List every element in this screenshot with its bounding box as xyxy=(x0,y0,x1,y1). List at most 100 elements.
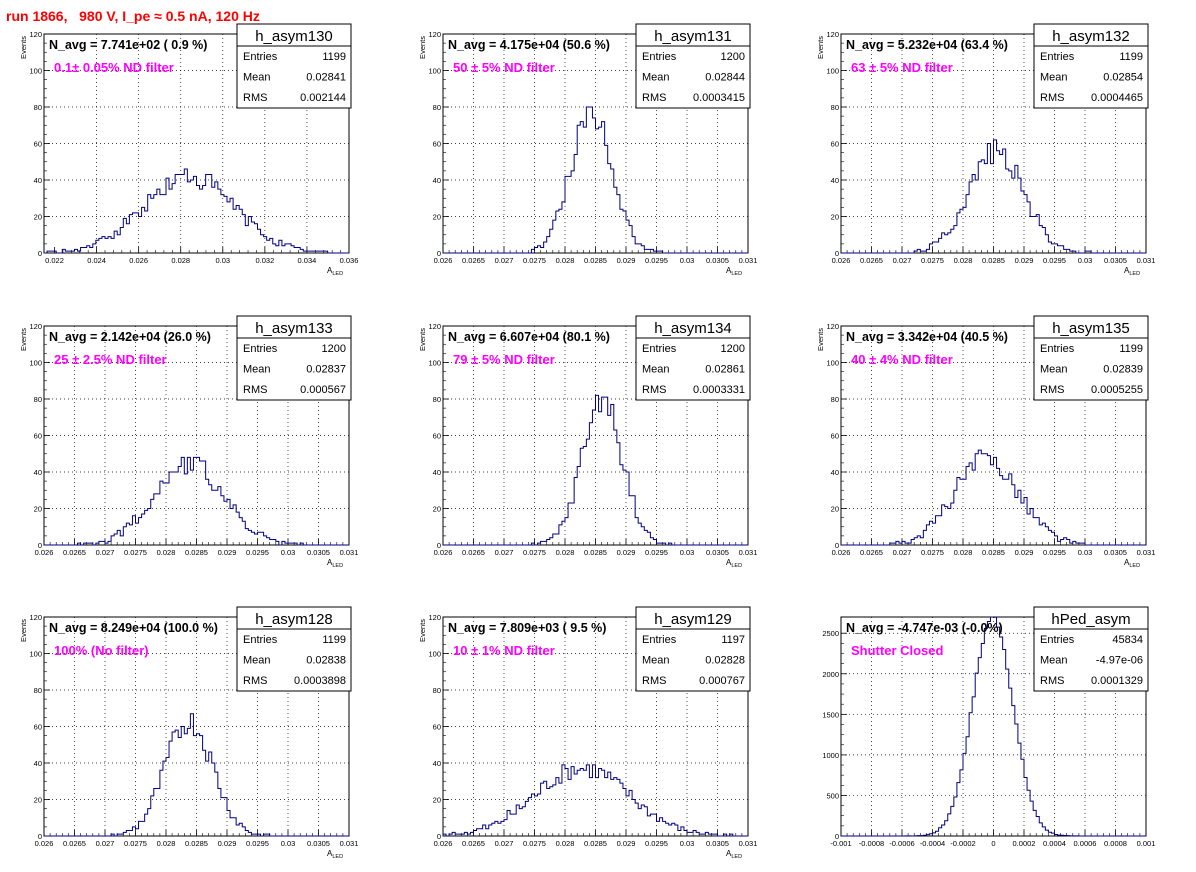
x-tick-label: 0.027 xyxy=(96,839,115,848)
stat-value: 1200 xyxy=(721,343,745,355)
y-tick-label: 20 xyxy=(433,505,441,514)
x-tick-label: 0.026 xyxy=(434,548,453,557)
x-tick-label: 0.032 xyxy=(255,256,274,265)
x-tick-label: 0.036 xyxy=(340,256,359,265)
y-tick-label: 0 xyxy=(835,249,839,258)
x-tick-label: 0.028 xyxy=(556,548,575,557)
histogram-hPed_asym xyxy=(841,616,1146,837)
y-tick-label: 0 xyxy=(38,541,42,550)
navg-header: N_avg = 8.249e+04 (100.0 %) xyxy=(49,621,218,635)
navg-header: N_avg = 4.175e+04 (50.6 %) xyxy=(448,38,610,52)
x-tick-label: 0.028 xyxy=(954,256,973,265)
x-tick-label: 0.022 xyxy=(45,256,64,265)
y-tick-label: 120 xyxy=(29,613,42,622)
y-tick-label: 80 xyxy=(34,103,42,112)
x-tick-label: 0.03 xyxy=(1078,256,1093,265)
x-tick-label: 0.0275 xyxy=(523,548,546,557)
x-tick-label: 0.0275 xyxy=(124,548,147,557)
y-axis-label: Events xyxy=(19,36,28,59)
stat-label: Entries xyxy=(642,51,677,63)
filter-annotation: 100% (No filter) xyxy=(54,643,149,658)
histogram-h_asym133 xyxy=(44,456,349,546)
y-tick-label: 1500 xyxy=(822,710,839,719)
stat-label: RMS xyxy=(1040,384,1064,396)
y-tick-label: 20 xyxy=(831,505,839,514)
x-tick-label: 0.0295 xyxy=(645,256,668,265)
x-tick-label: 0.027 xyxy=(495,839,514,848)
x-tick-label: 0.0285 xyxy=(185,548,208,557)
y-tick-label: 20 xyxy=(34,505,42,514)
stat-label: Mean xyxy=(642,655,670,667)
histogram-h_asym128 xyxy=(44,713,349,837)
y-tick-label: 60 xyxy=(831,140,839,149)
histogram-h_asym129 xyxy=(442,764,748,837)
stat-label: Entries xyxy=(1040,343,1075,355)
x-axis-label: ALED xyxy=(1124,266,1140,277)
stat-value: -4.97e-06 xyxy=(1096,655,1143,667)
stat-label: Mean xyxy=(1040,655,1068,667)
x-tick-label: 0.0295 xyxy=(645,548,668,557)
x-tick-label: 0.0265 xyxy=(462,548,485,557)
stat-value: 0.0004465 xyxy=(1091,92,1143,104)
x-tick-label: 0.03 xyxy=(281,548,296,557)
x-tick-label: 0.0265 xyxy=(462,839,485,848)
x-tick-label: -0.0004 xyxy=(920,839,945,848)
x-tick-label: 0.029 xyxy=(617,548,636,557)
stat-label: Entries xyxy=(642,634,677,646)
x-tick-label: 0.027 xyxy=(495,548,514,557)
stat-value: 0.02854 xyxy=(1103,72,1143,84)
stat-label: Mean xyxy=(243,72,271,84)
navg-header: N_avg = 7.809e+03 ( 9.5 %) xyxy=(448,621,606,635)
stat-value: 0.0003898 xyxy=(294,675,346,687)
stat-value: 1199 xyxy=(322,51,346,63)
x-tick-label: 0.027 xyxy=(893,256,912,265)
histogram-name: h_asym130 xyxy=(255,28,333,45)
stats-box xyxy=(1033,315,1149,401)
y-tick-label: 120 xyxy=(826,30,839,39)
x-tick-label: 0.0275 xyxy=(523,839,546,848)
y-tick-label: 80 xyxy=(831,103,839,112)
stats-box xyxy=(236,315,352,401)
stats-box xyxy=(635,606,751,692)
x-tick-label: 0.029 xyxy=(1015,256,1034,265)
x-axis-label: ALED xyxy=(1124,558,1140,569)
x-tick-label: 0.026 xyxy=(129,256,148,265)
x-tick-label: 0.0305 xyxy=(706,839,729,848)
panel-h_asym129: 0.026 0.0265 0.027 0.0275 0.028 0.0285 0.029 0.… xyxy=(418,606,757,860)
y-tick-label: 60 xyxy=(34,140,42,149)
y-tick-label: 120 xyxy=(29,322,42,331)
stat-value: 0.02861 xyxy=(705,364,745,376)
histogram-h_asym135 xyxy=(841,449,1146,546)
histogram-h_asym134 xyxy=(443,394,748,546)
histogram-h_asym132 xyxy=(841,139,1146,254)
stat-value: 0.0001329 xyxy=(1091,675,1143,687)
stat-label: Entries xyxy=(243,343,278,355)
stat-label: Mean xyxy=(1040,364,1068,376)
x-tick-label: 0.031 xyxy=(340,548,359,557)
x-tick-label: 0.028 xyxy=(556,839,575,848)
x-tick-label: 0.0305 xyxy=(706,256,729,265)
x-tick-label: 0.027 xyxy=(495,256,514,265)
stat-value: 0.0005255 xyxy=(1091,384,1143,396)
x-tick-label: 0.026 xyxy=(434,839,453,848)
x-tick-label: 0.0305 xyxy=(307,548,330,557)
y-tick-label: 0 xyxy=(835,541,839,550)
histogram-name: h_asym133 xyxy=(255,320,333,337)
x-tick-label: 0.0285 xyxy=(982,256,1005,265)
panel-hPed_asym: -0.001 -0.0008 -0.0006 -0.0004 -0.0002 0 0.000… xyxy=(822,606,1155,848)
stat-label: Mean xyxy=(642,364,670,376)
x-tick-label: 0.028 xyxy=(157,839,176,848)
filter-annotation: 50 ± 5% ND filter xyxy=(453,60,555,75)
y-tick-label: 40 xyxy=(433,468,441,477)
x-tick-label: 0.0295 xyxy=(246,548,269,557)
stat-label: Mean xyxy=(243,364,271,376)
stat-label: Entries xyxy=(642,343,677,355)
x-tick-label: 0.0265 xyxy=(860,256,883,265)
x-tick-label: -0.0002 xyxy=(950,839,975,848)
y-tick-label: 120 xyxy=(428,322,441,331)
x-tick-label: 0.03 xyxy=(281,839,296,848)
x-tick-label: 0.03 xyxy=(215,256,230,265)
x-tick-label: 0.0004 xyxy=(1043,839,1066,848)
stat-label: RMS xyxy=(1040,92,1064,104)
